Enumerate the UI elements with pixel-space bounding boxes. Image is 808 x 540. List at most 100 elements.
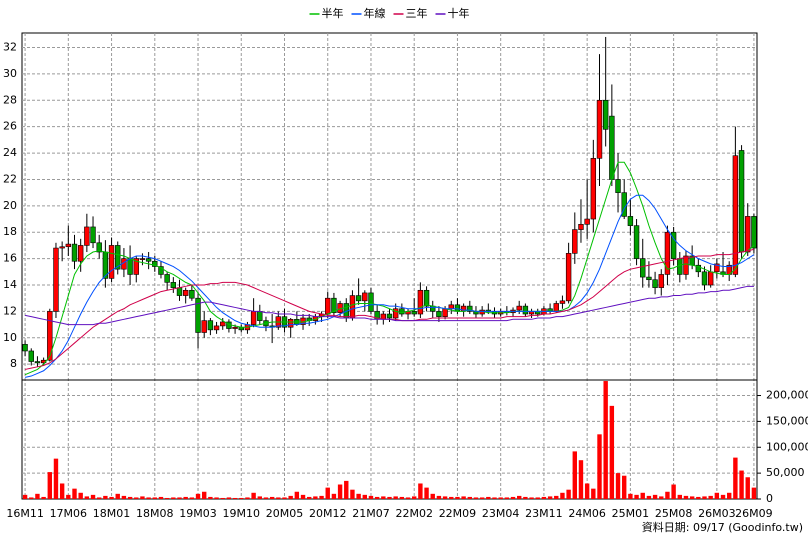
candle-body <box>516 305 522 311</box>
volume-bar <box>374 496 380 499</box>
volume-bar <box>745 477 750 499</box>
y-tick-label: 30 <box>3 67 17 80</box>
volume-bar <box>239 497 244 499</box>
volume-bar <box>158 496 164 499</box>
x-tick-label: 23M04 <box>482 507 520 520</box>
volume-bar <box>140 496 145 499</box>
volume-bar <box>634 494 639 499</box>
legend-label: 年線 <box>364 6 386 20</box>
candle-body <box>559 300 566 304</box>
candle-body <box>22 344 28 352</box>
volume-bar <box>671 484 676 499</box>
volume-bar <box>263 497 269 499</box>
volume-bar <box>84 496 90 499</box>
y-tick-label: 12 <box>3 304 17 317</box>
candle-body <box>609 115 615 180</box>
candle-body <box>47 311 53 361</box>
volume-bar <box>257 496 262 499</box>
legend-label: 十年 <box>448 6 470 20</box>
candle-body <box>454 304 461 312</box>
volume-bar <box>492 497 497 499</box>
candle-body <box>84 226 90 246</box>
legend-item: 半年 <box>309 6 344 20</box>
candle-body <box>108 245 115 279</box>
candle-body <box>565 253 572 302</box>
candle-body <box>65 243 72 248</box>
volume-bar <box>615 473 621 499</box>
volume-bar <box>350 489 355 499</box>
candle-body <box>701 271 708 286</box>
volume-bar <box>53 458 59 499</box>
volume-bar <box>59 483 65 499</box>
volume-bar <box>276 497 281 499</box>
volume-bar <box>424 487 429 499</box>
volume-bar <box>35 493 40 499</box>
volume-bar <box>467 496 472 499</box>
candle-body <box>590 158 597 220</box>
candle-body <box>145 258 152 262</box>
volume-bar <box>195 493 201 499</box>
volume-bar <box>430 493 435 499</box>
volume-bar <box>486 496 491 499</box>
volume-bar <box>288 495 293 499</box>
x-tick-label: 20M12 <box>309 507 347 520</box>
candle-body <box>392 308 399 319</box>
y-tick-label: 32 <box>3 41 17 54</box>
volume-bar <box>683 495 689 499</box>
grid-layer <box>22 33 757 499</box>
candle-body <box>133 258 139 275</box>
volume-bar <box>708 495 713 499</box>
y-tick-label: 16 <box>3 252 17 265</box>
volume-bar <box>226 497 232 499</box>
y-tick-label: 8 <box>10 357 17 370</box>
volume-bar <box>541 496 547 499</box>
candle-body <box>738 150 745 253</box>
volume-bar <box>189 497 195 499</box>
candle-body <box>664 231 671 275</box>
candle-body <box>331 297 337 314</box>
candle-body <box>59 246 65 249</box>
volume-bar <box>659 496 664 499</box>
candle-body <box>627 216 634 226</box>
volume-bar <box>134 497 139 499</box>
x-tick-label: 22M09 <box>439 507 477 520</box>
y-tick-label: 28 <box>3 93 17 106</box>
candle-body <box>28 350 34 362</box>
volume-bar <box>103 495 108 499</box>
candle-body <box>423 289 430 307</box>
candle-body <box>467 305 473 312</box>
candle-body <box>436 311 442 317</box>
volume-bar <box>622 475 627 499</box>
volume-bar <box>603 381 608 499</box>
x-tick-label: 19M10 <box>223 507 261 520</box>
volume-bar <box>442 496 448 499</box>
volume-bar <box>331 493 337 499</box>
ma-line <box>24 194 755 378</box>
volume-bar <box>412 496 417 499</box>
candle-body <box>355 295 362 302</box>
volume-bar <box>510 496 516 499</box>
volume-bar <box>418 483 423 499</box>
volume-bar <box>368 495 374 499</box>
volume-bar <box>479 497 485 499</box>
candle-body <box>658 274 664 288</box>
volume-bar <box>97 497 102 499</box>
candle-body <box>195 297 201 333</box>
candle-body <box>522 305 529 315</box>
volume-bar <box>115 493 120 499</box>
volume-bar <box>436 495 442 499</box>
volume-bar <box>646 495 652 499</box>
legend-label: 三年 <box>406 6 428 20</box>
volume-bar <box>665 491 670 499</box>
candle-body <box>53 247 59 312</box>
y-tick-label: 20 <box>3 199 17 212</box>
volume-bar <box>566 489 571 499</box>
candle-body <box>207 320 214 331</box>
volume-bar <box>449 496 454 499</box>
volume-bar <box>554 495 559 499</box>
y-tick-label: 26 <box>3 120 17 133</box>
y2-tick-label: 0 <box>766 492 773 505</box>
volume-bar <box>66 494 71 499</box>
volume-bar <box>393 496 398 499</box>
volume-bar <box>677 494 682 499</box>
